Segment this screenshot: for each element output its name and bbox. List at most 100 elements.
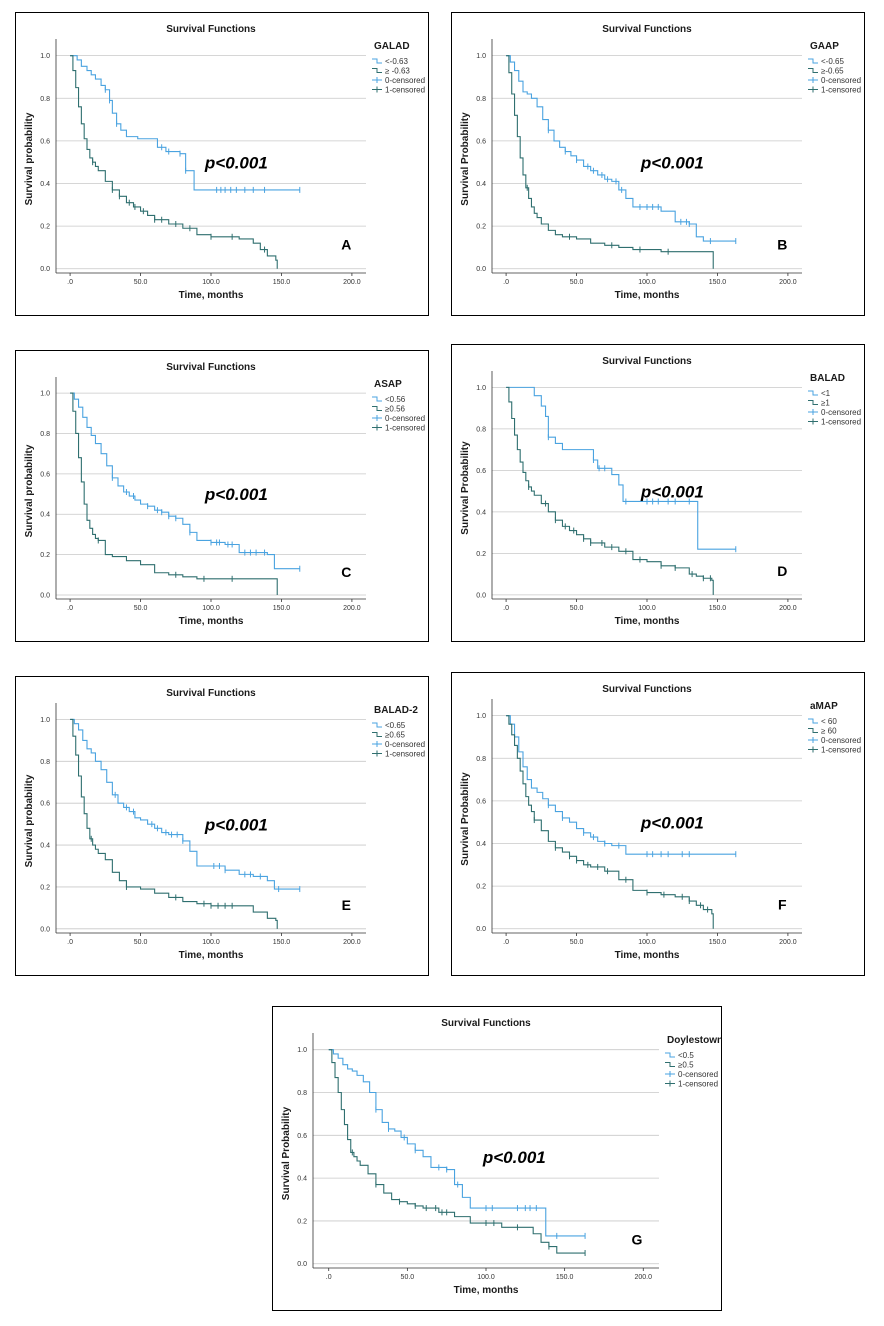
y-tick-label: 0.8	[297, 1090, 307, 1097]
y-tick-label: 1.0	[476, 713, 486, 720]
survival-curve-low	[70, 718, 300, 890]
y-tick-label: 0.4	[40, 512, 50, 519]
y-tick-label: 0.6	[40, 138, 50, 145]
y-axis-label: Survival probability	[24, 444, 35, 537]
legend-swatch-line	[372, 68, 382, 73]
legend-label: 0-censored	[385, 76, 425, 85]
y-tick-label: 1.0	[40, 391, 50, 398]
p-value-annotation: p<0.001	[640, 482, 704, 501]
y-tick-label: 0.0	[476, 926, 486, 933]
y-tick-label: 0.0	[40, 926, 50, 933]
x-tick-label: 50.0	[134, 279, 148, 286]
legend-label: 1-censored	[385, 750, 425, 759]
legend-swatch-line	[808, 718, 818, 724]
legend-swatch-line	[808, 58, 818, 64]
y-tick-label: 0.0	[40, 266, 50, 273]
x-axis-label: Time, months	[454, 1285, 519, 1296]
km-chart-svg: Survival Functions 0.0 0.2 0.4 0.6 0.8 1.0 .0 50…	[24, 24, 425, 301]
panel-label: G	[632, 1231, 643, 1247]
legend-label: 0-censored	[385, 740, 425, 749]
y-axis-label: Survival Probability	[460, 441, 471, 535]
legend-swatch-line	[808, 400, 818, 405]
x-tick-label: 200.0	[343, 605, 361, 612]
x-tick-label: .0	[67, 279, 73, 286]
chart-title: Survival Functions	[166, 362, 256, 373]
y-tick-label: 0.2	[476, 551, 486, 558]
legend-label: ≥0.56	[385, 405, 406, 414]
y-tick-label: 0.2	[297, 1218, 307, 1225]
km-chart-svg: Survival Functions 0.0 0.2 0.4 0.6 0.8 1.0 .0 50…	[460, 356, 861, 627]
x-tick-label: 200.0	[779, 279, 797, 286]
x-tick-label: .0	[326, 1274, 332, 1281]
y-tick-label: 0.0	[297, 1261, 307, 1268]
y-tick-label: 1.0	[297, 1047, 307, 1054]
x-tick-label: 100.0	[638, 939, 656, 946]
survival-curve-high	[70, 392, 278, 595]
legend-label: ≥ 60	[821, 727, 837, 736]
km-panel-F: Survival Functions 0.0 0.2 0.4 0.6 0.8 1.0 .0 50…	[451, 672, 865, 976]
survival-curve-high	[506, 715, 714, 929]
y-tick-label: 0.6	[40, 801, 50, 808]
legend-label: 0-censored	[821, 408, 861, 417]
x-axis-label: Time, months	[615, 290, 680, 301]
km-panel-C: Survival Functions 0.0 0.2 0.4 0.6 0.8 1.0 .0 50…	[15, 350, 429, 642]
p-value-annotation: p<0.001	[482, 1148, 546, 1167]
x-tick-label: 150.0	[709, 279, 727, 286]
y-axis-label: Survival Probability	[460, 112, 471, 206]
y-axis-label: Survival Probability	[460, 772, 471, 866]
y-tick-label: 0.2	[476, 224, 486, 231]
km-panel-D: Survival Functions 0.0 0.2 0.4 0.6 0.8 1.0 .0 50…	[451, 344, 865, 642]
y-tick-label: 0.2	[40, 552, 50, 559]
legend-label: 0-censored	[821, 736, 861, 745]
legend-label: <-0.65	[821, 57, 844, 66]
km-panel-B: Survival Functions 0.0 0.2 0.4 0.6 0.8 1.0 .0 50…	[451, 12, 865, 316]
x-tick-label: 50.0	[570, 939, 584, 946]
survival-curve-low	[328, 1049, 586, 1237]
x-tick-label: 50.0	[134, 939, 148, 946]
legend-label: 0-censored	[678, 1070, 718, 1079]
x-tick-label: 150.0	[709, 605, 727, 612]
y-tick-label: 0.0	[476, 592, 486, 599]
p-value-annotation: p<0.001	[640, 814, 704, 833]
chart-title: Survival Functions	[166, 688, 256, 699]
y-tick-label: 0.6	[297, 1133, 307, 1140]
x-tick-label: 50.0	[570, 605, 584, 612]
survival-curve-high	[70, 55, 278, 269]
x-tick-label: 150.0	[709, 939, 727, 946]
y-tick-label: 0.0	[476, 266, 486, 273]
legend-label: 0-censored	[385, 414, 425, 423]
survival-curve-low	[506, 715, 736, 855]
x-tick-label: .0	[67, 605, 73, 612]
y-tick-label: 0.0	[40, 592, 50, 599]
x-tick-label: 150.0	[273, 279, 291, 286]
x-tick-label: 100.0	[202, 605, 220, 612]
legend-label: <0.65	[385, 721, 406, 730]
legend-title: Doylestown	[667, 1035, 721, 1046]
legend-label: <-0.63	[385, 57, 408, 66]
km-chart-svg: Survival Functions 0.0 0.2 0.4 0.6 0.8 1.0 .0 50…	[460, 24, 861, 301]
x-tick-label: 100.0	[202, 939, 220, 946]
km-panel-A: Survival Functions 0.0 0.2 0.4 0.6 0.8 1.0 .0 50…	[15, 12, 429, 316]
y-tick-label: 0.2	[40, 884, 50, 891]
survival-curve-high	[506, 386, 714, 595]
survival-curve-low	[70, 392, 300, 570]
x-tick-label: 150.0	[273, 939, 291, 946]
y-tick-label: 1.0	[40, 53, 50, 60]
y-tick-label: 0.8	[476, 426, 486, 433]
x-tick-label: 100.0	[638, 605, 656, 612]
chart-title: Survival Functions	[602, 356, 692, 367]
y-axis-label: Survival probability	[24, 112, 35, 205]
y-axis-label: Survival Probability	[281, 1106, 292, 1200]
panel-label: C	[341, 564, 351, 580]
km-panel-G: Survival Functions 0.0 0.2 0.4 0.6 0.8 1.0 .0 50…	[272, 1006, 722, 1311]
survival-curve-high	[70, 718, 278, 929]
panel-label: D	[777, 563, 787, 579]
legend-swatch-line	[372, 732, 382, 737]
y-tick-label: 1.0	[476, 385, 486, 392]
x-tick-label: .0	[503, 605, 509, 612]
legend-swatch-line	[372, 722, 382, 728]
x-tick-label: 50.0	[401, 1274, 415, 1281]
legend-label: 1-censored	[821, 418, 861, 427]
chart-title: Survival Functions	[441, 1018, 531, 1029]
panel-label: A	[341, 237, 351, 253]
